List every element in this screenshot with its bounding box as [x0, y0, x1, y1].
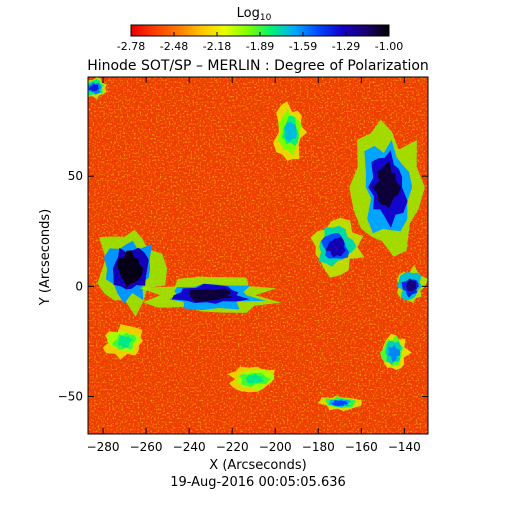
polarization-region	[88, 83, 99, 92]
colorbar-tick-label: -2.78	[117, 40, 145, 53]
x-tick-label: −260	[130, 440, 163, 454]
y-axis-label: Y (Arcseconds)	[38, 209, 53, 306]
polarization-region	[117, 250, 144, 288]
x-tick-label: −280	[87, 440, 120, 454]
x-tick-label: −200	[259, 440, 292, 454]
colorbar: Log10 -2.78 -2.48 -2.18 -1.89 -1.59 -1.29 -1.0…	[117, 6, 403, 53]
x-axis-ticks	[102, 77, 405, 434]
chart-title: Hinode SOT/SP – MERLIN : Degree of Polar…	[87, 58, 429, 74]
y-tick-label: −50	[58, 390, 83, 404]
polarization-region	[406, 279, 417, 292]
colorbar-ticks	[130, 32, 390, 36]
y-tick-label: 0	[75, 279, 83, 293]
polarization-region	[189, 288, 236, 303]
x-tick-label: −180	[302, 440, 335, 454]
x-axis-label: X (Arcseconds)	[209, 458, 306, 473]
x-tick-label: −220	[216, 440, 249, 454]
polarization-region	[387, 344, 401, 362]
plot-frame	[87, 76, 429, 435]
x-tick-label: −160	[345, 440, 378, 454]
timestamp: 19-Aug-2016 00:05:05.636	[170, 475, 346, 490]
polarization-region	[331, 400, 348, 407]
polarization-region	[284, 122, 297, 142]
polarization-region	[118, 335, 134, 348]
colorbar-tick-label: -2.48	[160, 40, 188, 53]
x-tick-label: −140	[388, 440, 421, 454]
colorbar-tick-label: -1.00	[375, 40, 403, 53]
colorbar-tick-label: -1.29	[332, 40, 360, 53]
polarization-region	[246, 373, 265, 384]
y-tick-labels: −50 0 50	[58, 169, 83, 403]
colorbar-tick-labels: -2.78 -2.48 -2.18 -1.89 -1.59 -1.29 -1.00	[117, 40, 403, 53]
colorbar-tick-label: -2.18	[203, 40, 231, 53]
polarization-regions	[88, 77, 428, 411]
y-tick-label: 50	[68, 169, 83, 183]
colorbar-title-base: Log	[237, 6, 260, 21]
polarization-region	[372, 161, 402, 209]
colorbar-tick-label: -1.59	[289, 40, 317, 53]
colorbar-title-subscript: 10	[260, 13, 272, 23]
plot-area: −280 −260 −240 −220 −200 −180 −160 −140 −50 0 50	[58, 76, 429, 454]
colorbar-title: Log10	[237, 6, 272, 23]
polarization-region	[325, 236, 346, 258]
y-axis-ticks	[88, 175, 428, 398]
x-tick-labels: −280 −260 −240 −220 −200 −180 −160 −140	[87, 440, 421, 454]
x-tick-label: −240	[173, 440, 206, 454]
colorbar-tick-label: -1.89	[246, 40, 274, 53]
